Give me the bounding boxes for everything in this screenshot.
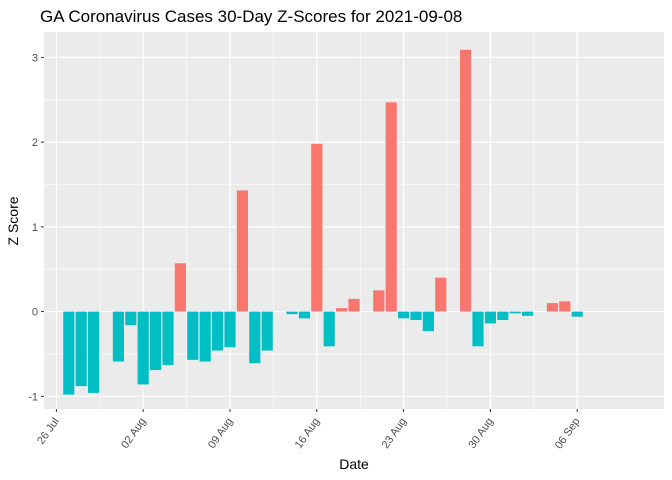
bar-negative bbox=[286, 311, 298, 315]
y-tick-label: 1 bbox=[32, 222, 38, 234]
x-tick-label: 02 Aug bbox=[119, 416, 148, 451]
bar-negative bbox=[75, 311, 87, 387]
y-tick-label: -1 bbox=[28, 391, 38, 403]
bar-negative bbox=[125, 311, 137, 326]
x-axis-title: Date bbox=[339, 456, 369, 472]
bar-negative bbox=[484, 311, 496, 324]
bar-negative bbox=[88, 311, 100, 393]
bar-negative bbox=[112, 311, 124, 362]
x-tick-label: 09 Aug bbox=[206, 416, 235, 451]
bars bbox=[63, 49, 583, 395]
x-tick-label: 30 Aug bbox=[466, 416, 495, 451]
bar-negative bbox=[422, 311, 434, 332]
chart-title: GA Coronavirus Cases 30-Day Z-Scores for… bbox=[40, 7, 463, 26]
bar-negative bbox=[187, 311, 199, 360]
bar-positive bbox=[174, 263, 186, 312]
x-tick-label: 23 Aug bbox=[380, 416, 409, 451]
bar-negative bbox=[137, 311, 149, 385]
bar-negative bbox=[199, 311, 211, 362]
bar-positive bbox=[385, 102, 397, 312]
bar-negative bbox=[224, 311, 236, 348]
y-tick-label: 2 bbox=[32, 137, 38, 149]
bar-negative bbox=[150, 311, 162, 371]
bar-negative bbox=[571, 311, 583, 317]
y-tick-label: 3 bbox=[32, 52, 38, 64]
bar-negative bbox=[398, 311, 410, 319]
y-axis: -1 0 1 2 3 bbox=[28, 52, 44, 403]
bar-negative bbox=[323, 311, 335, 347]
x-tick-label: 16 Aug bbox=[293, 416, 322, 451]
bar-negative bbox=[261, 311, 273, 351]
bar-negative bbox=[472, 311, 484, 347]
bar-negative bbox=[249, 311, 261, 364]
x-axis: 26 Jul 02 Aug 09 Aug 16 Aug 23 Aug 30 Aug 06 S… bbox=[35, 409, 583, 451]
bar-positive bbox=[435, 277, 447, 312]
bar-positive bbox=[559, 301, 571, 312]
bar-negative bbox=[509, 311, 521, 314]
bar-negative bbox=[298, 311, 310, 319]
bar-negative bbox=[410, 311, 422, 321]
bar-positive bbox=[373, 290, 385, 312]
bar-negative bbox=[212, 311, 224, 351]
x-tick-label: 06 Sep bbox=[553, 416, 583, 451]
bar-positive bbox=[336, 308, 348, 312]
bar-negative bbox=[522, 311, 534, 316]
bar-positive bbox=[236, 190, 248, 312]
bar-positive bbox=[546, 303, 558, 312]
bar-negative bbox=[497, 311, 509, 321]
bar-negative bbox=[162, 311, 174, 365]
y-tick-label: 0 bbox=[32, 307, 38, 319]
bar-positive bbox=[460, 49, 472, 312]
bar-positive bbox=[311, 143, 323, 312]
x-tick-label: 26 Jul bbox=[35, 416, 62, 447]
bar-negative bbox=[63, 311, 75, 395]
plot-panel bbox=[44, 32, 664, 409]
y-axis-title: Z Score bbox=[5, 196, 21, 245]
bar-positive bbox=[348, 298, 360, 312]
